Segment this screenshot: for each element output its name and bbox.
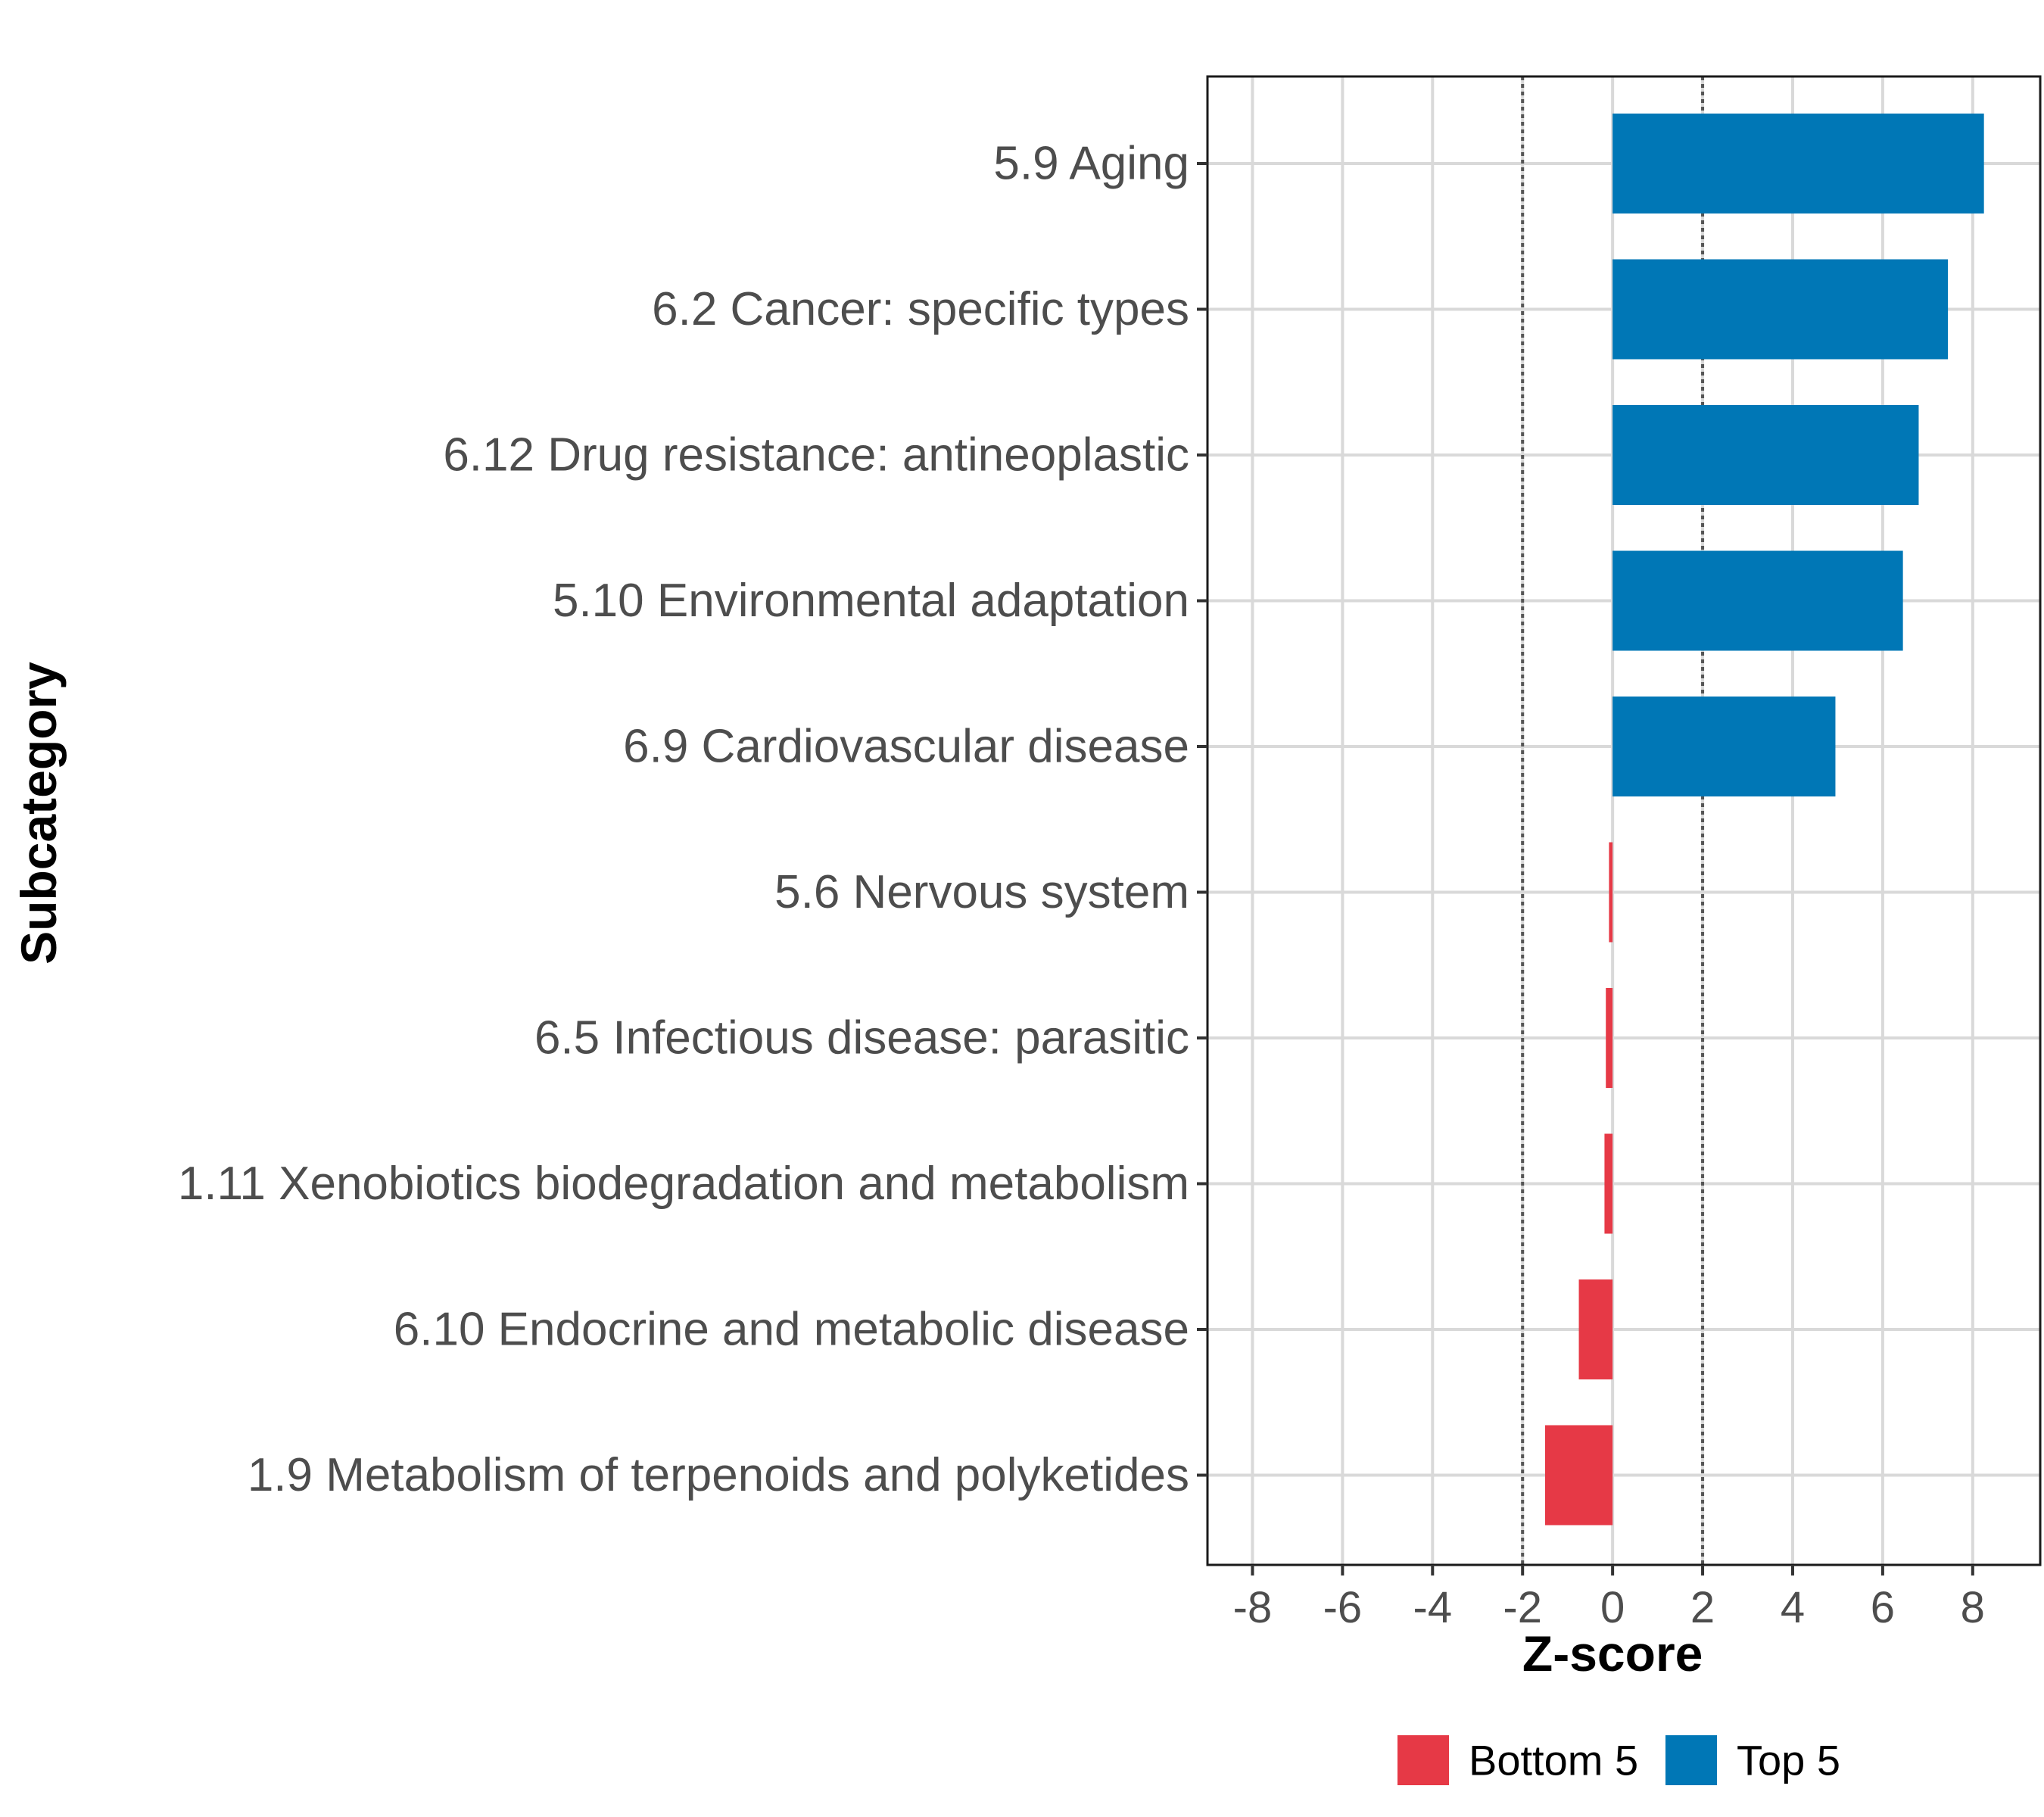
y-tick-label: 6.9 Cardiovascular disease <box>623 721 1189 773</box>
bar <box>1604 1133 1613 1234</box>
y-tick-label: 1.9 Metabolism of terpenoids and polyket… <box>248 1449 1189 1501</box>
legend-key <box>1665 1735 1717 1785</box>
y-tick-label: 6.12 Drug resistance: antineoplastic <box>443 429 1189 482</box>
y-tick-label: 5.10 Environmental adaptation <box>553 575 1189 627</box>
bar <box>1612 114 1984 213</box>
legend-key <box>1397 1735 1449 1785</box>
bar <box>1578 1279 1613 1379</box>
bar <box>1544 1425 1613 1526</box>
y-tick-label: 5.6 Nervous system <box>774 866 1189 918</box>
bar <box>1612 697 1836 796</box>
bar <box>1606 988 1613 1088</box>
bar <box>1612 405 1919 505</box>
bar <box>1609 842 1613 943</box>
reference-lines <box>1521 76 1705 1565</box>
plot-panel-border <box>1206 75 2042 1566</box>
x-tick-label: -2 <box>1503 1583 1542 1632</box>
bar <box>1612 259 1949 360</box>
y-tick-label: 6.5 Infectious disease: parasitic <box>534 1012 1189 1064</box>
x-axis: -8 -6 -4 -2 0 2 4 6 8 <box>1233 1565 1985 1632</box>
x-tick-label: 0 <box>1600 1583 1625 1632</box>
y-tick-label: 5.9 Aging <box>993 138 1189 190</box>
legend-label: Bottom 5 <box>1469 1737 1638 1784</box>
x-tick-label: -6 <box>1323 1583 1363 1632</box>
y-tick-label: 1.11 Xenobiotics biodegradation and meta… <box>178 1158 1189 1210</box>
x-axis-title: Z-score <box>1522 1625 1703 1681</box>
x-tick-label: -8 <box>1233 1583 1273 1632</box>
legend-label: Top 5 <box>1737 1737 1840 1784</box>
y-tick-label: 6.10 Endocrine and metabolic disease <box>394 1304 1189 1356</box>
y-tick-label: 6.2 Cancer: specific types <box>652 283 1189 335</box>
x-tick-label: 8 <box>1961 1583 1985 1632</box>
x-tick-label: -4 <box>1413 1583 1453 1632</box>
x-tick-label: 4 <box>1781 1583 1805 1632</box>
y-axis-title: Subcategory <box>11 662 67 965</box>
y-axis: 5.9 Aging 6.2 Cancer: specific types 6.12 … <box>178 138 1207 1501</box>
legend: Bottom 5 Top 5 <box>1397 1735 1840 1785</box>
x-tick-label: 2 <box>1690 1583 1715 1632</box>
x-tick-label: 6 <box>1871 1583 1895 1632</box>
bar <box>1612 550 1903 651</box>
bars <box>1544 114 1984 1526</box>
